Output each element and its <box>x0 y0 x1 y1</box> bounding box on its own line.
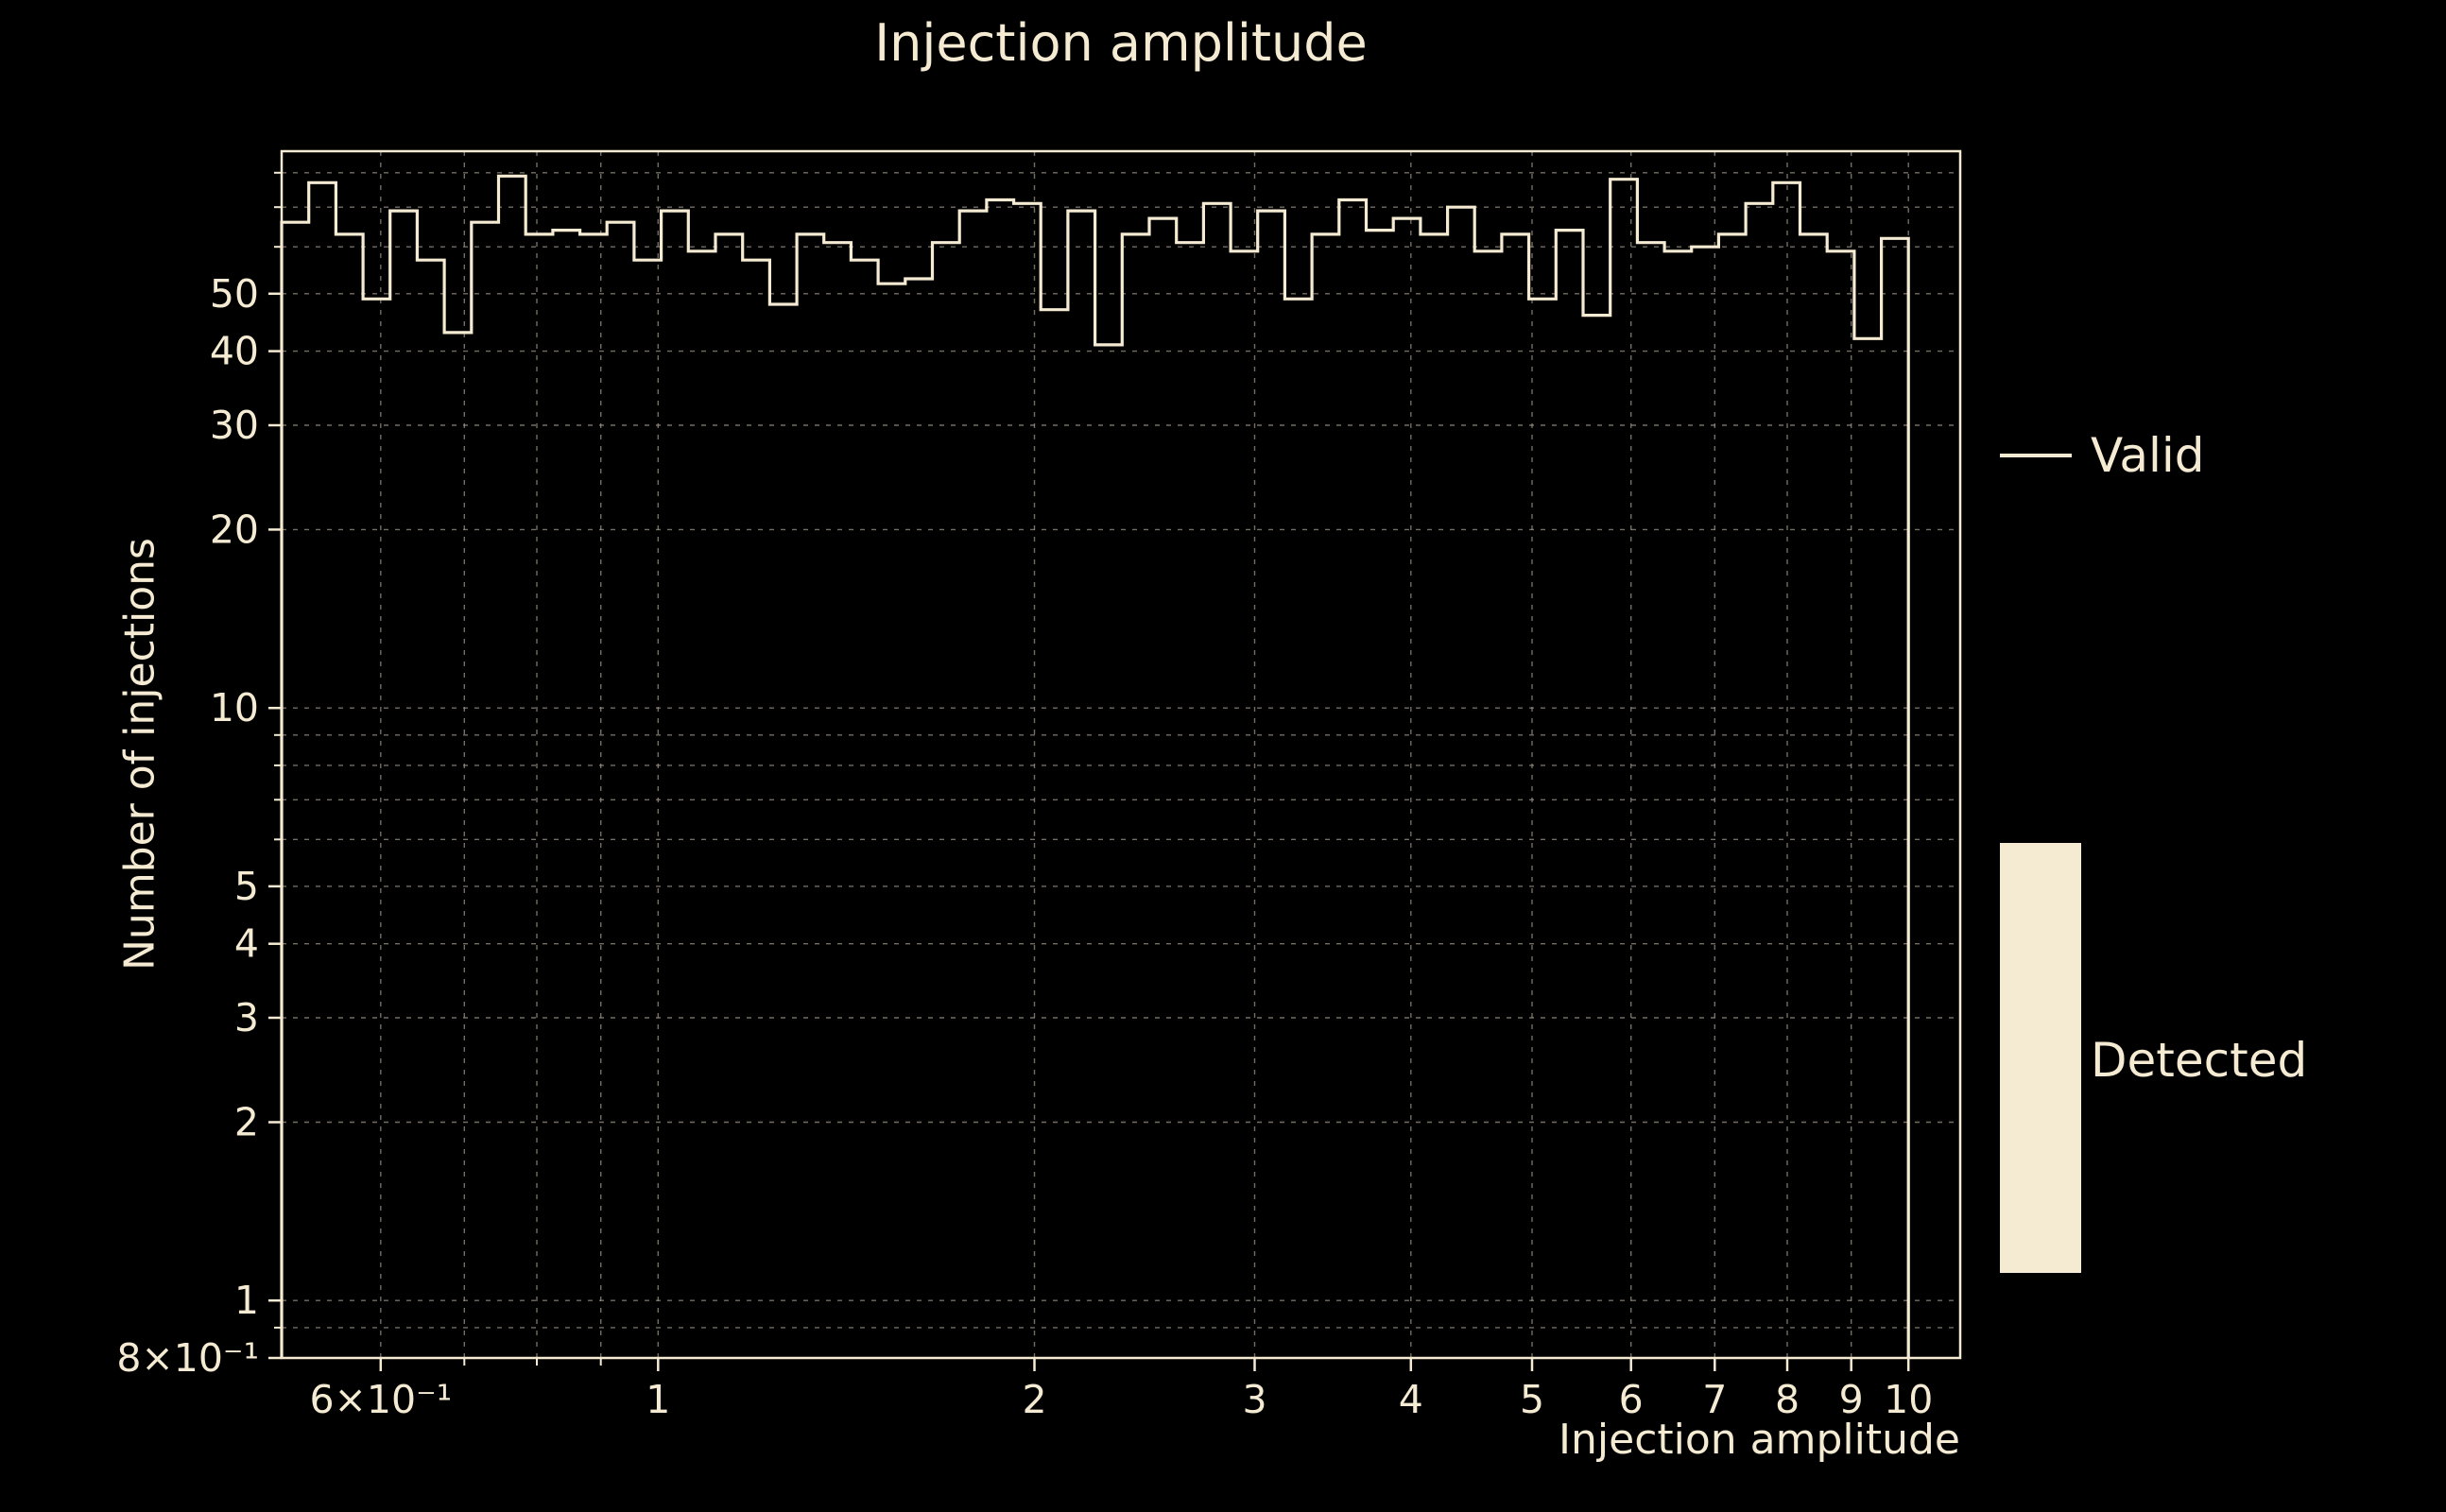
x-tick-label: 8 <box>1775 1377 1800 1422</box>
y-tick-label: 5 <box>234 864 259 909</box>
y-tick-label: 8×10⁻¹ <box>116 1335 259 1381</box>
y-tick-label: 3 <box>234 995 259 1040</box>
y-tick-label: 2 <box>234 1100 259 1145</box>
y-tick-label: 50 <box>210 271 259 317</box>
x-axis-label: Injection amplitude <box>1559 1416 1960 1464</box>
legend-detected-label: Detected <box>2091 1033 2308 1088</box>
y-tick-label: 40 <box>210 329 259 374</box>
x-tick-label: 10 <box>1884 1377 1933 1422</box>
x-tick-label: 9 <box>1839 1377 1864 1422</box>
y-tick-label: 20 <box>210 507 259 552</box>
x-tick-label: 7 <box>1702 1377 1727 1422</box>
y-axis-label: Number of injections <box>115 538 164 971</box>
y-tick-label: 30 <box>210 403 259 448</box>
x-tick-label: 4 <box>1399 1377 1423 1422</box>
y-tick-label: 1 <box>234 1278 259 1323</box>
chart-title: Injection amplitude <box>874 13 1368 73</box>
x-tick-label: 5 <box>1520 1377 1544 1422</box>
x-tick-label: 2 <box>1022 1377 1046 1422</box>
x-tick-label: 3 <box>1242 1377 1266 1422</box>
y-tick-label: 4 <box>234 921 259 967</box>
legend-valid-label: Valid <box>2091 428 2205 483</box>
x-tick-label: 1 <box>646 1377 670 1422</box>
legend-valid-line-swatch <box>2000 454 2072 457</box>
x-tick-label: 6 <box>1619 1377 1644 1422</box>
legend-detected-patch-swatch <box>2000 843 2081 1273</box>
y-tick-label: 10 <box>210 685 259 730</box>
x-tick-label: 6×10⁻¹ <box>309 1377 452 1422</box>
histogram-valid-step-line <box>280 174 1910 1358</box>
